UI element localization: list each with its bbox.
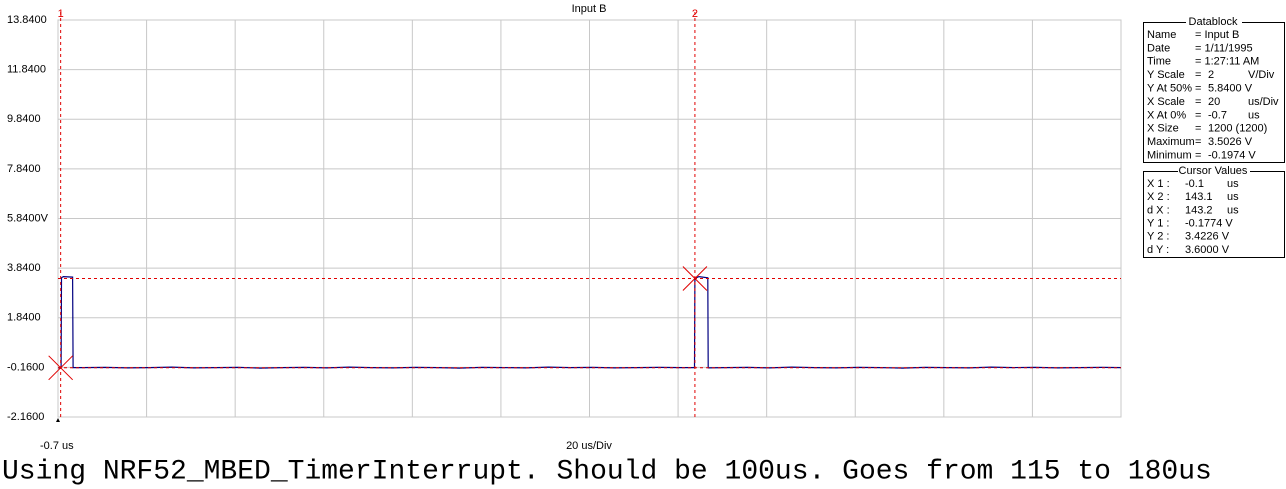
panel-cell: d X : xyxy=(1147,204,1170,216)
panel-cell: V/Div xyxy=(1248,69,1275,81)
cursor-values-title: Cursor Values xyxy=(1179,165,1248,177)
panel-cell: X 2 : xyxy=(1147,191,1170,203)
panel-cell: d Y : xyxy=(1147,244,1169,256)
datablock-title-bg xyxy=(1186,16,1242,28)
cursor-label: 2 xyxy=(692,8,698,20)
chart-title: Input B xyxy=(572,3,607,15)
panel-cell: 143.2 xyxy=(1185,204,1213,216)
y-tick-label: 11.8400 xyxy=(7,64,46,76)
panel-cell: = xyxy=(1195,69,1201,81)
panel-cell: X Size xyxy=(1147,123,1179,135)
panel-cell: 20 xyxy=(1208,96,1220,108)
panel-cell: Y At 50% xyxy=(1147,83,1192,95)
panel-cell: X 1 : xyxy=(1147,178,1170,190)
panel-cell: Maximum xyxy=(1147,136,1195,148)
panel-cell: Y 1 : xyxy=(1147,218,1169,230)
panel-cell: 3.6000 V xyxy=(1185,244,1230,256)
panel-cell: = xyxy=(1195,150,1201,162)
panel-cell: X At 0% xyxy=(1147,109,1186,121)
y-tick-label: -0.1600 xyxy=(7,361,44,373)
panel-cell: Date xyxy=(1147,42,1170,54)
panel-cell: 2 xyxy=(1208,69,1214,81)
panel-cell: -0.1774 V xyxy=(1185,218,1233,230)
panel-cell: 3.4226 V xyxy=(1185,231,1230,243)
panel-cell: us/Div xyxy=(1248,96,1279,108)
x-tick-label: -0.7 us xyxy=(40,440,74,452)
panel-cell: Minimum xyxy=(1147,150,1192,162)
panel-cell: = 1:27:11 AM xyxy=(1195,56,1259,68)
panel-cell: X Scale xyxy=(1147,96,1185,108)
y-tick-label: 13.8400 xyxy=(7,14,47,26)
x-axis-label: 20 us/Div xyxy=(566,440,612,452)
panel-cell: = xyxy=(1195,109,1201,121)
cursor-cross xyxy=(682,266,708,291)
y-tick-label: 9.8400 xyxy=(7,113,41,125)
panel-cell: 3.5026 V xyxy=(1208,136,1253,148)
panel-cell: = xyxy=(1195,136,1201,148)
panel-cell: Name xyxy=(1147,29,1176,41)
panel-cell: us xyxy=(1227,204,1239,216)
panel-cell: Y Scale xyxy=(1147,69,1185,81)
y-tick-label: 3.8400 xyxy=(7,262,41,274)
cursor-cross xyxy=(48,355,74,381)
panel-cell: = xyxy=(1195,96,1201,108)
panel-cell: = xyxy=(1195,123,1201,135)
panel-cell: Y 2 : xyxy=(1147,231,1169,243)
panel-cell: 5.8400 V xyxy=(1208,83,1253,95)
panel-cell: = xyxy=(1195,83,1201,95)
panel-cell: us xyxy=(1227,178,1239,190)
caption: Using NRF52_MBED_TimerInterrupt. Should … xyxy=(2,456,1212,487)
cursor-label: 1 xyxy=(58,8,64,20)
panel-cell: Time xyxy=(1147,56,1171,68)
panel-cell: us xyxy=(1227,191,1239,203)
cursor-values-title-bg xyxy=(1178,165,1250,177)
datablock-title: Datablock xyxy=(1189,16,1238,28)
panel-cell: = 1/11/1995 xyxy=(1195,42,1253,54)
panel-cell: -0.7 xyxy=(1208,109,1227,121)
x-tick-marker xyxy=(56,418,60,422)
panel-cell: 1200 (1200) xyxy=(1208,123,1267,135)
panel-cell: = Input B xyxy=(1195,29,1239,41)
panel-cell: -0.1 xyxy=(1185,178,1204,190)
y-tick-label: 7.8400 xyxy=(7,163,41,175)
panel-cell: 143.1 xyxy=(1185,191,1213,203)
y-tick-label: 1.8400 xyxy=(7,312,41,324)
panel-cell: -0.1974 V xyxy=(1208,150,1256,162)
panel-cell: us xyxy=(1248,109,1260,121)
y-tick-label: -2.1600 xyxy=(7,411,44,423)
y-tick-label: 5.8400V xyxy=(7,212,49,224)
